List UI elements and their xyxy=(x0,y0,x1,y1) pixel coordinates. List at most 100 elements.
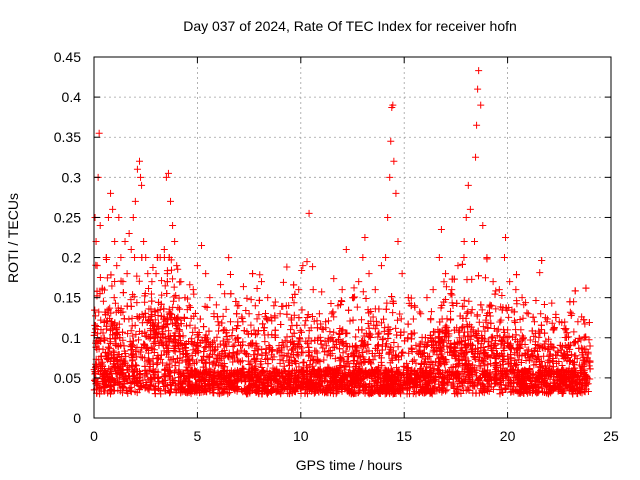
data-point xyxy=(551,384,559,392)
data-point xyxy=(141,298,149,306)
data-point xyxy=(332,385,340,393)
data-point xyxy=(114,386,122,394)
data-point xyxy=(382,340,390,348)
data-point xyxy=(442,356,450,364)
data-point xyxy=(128,354,136,362)
data-point xyxy=(105,365,113,373)
data-point xyxy=(201,359,209,367)
data-point xyxy=(245,368,253,376)
data-point xyxy=(438,327,446,335)
data-point xyxy=(270,368,278,376)
data-point xyxy=(367,333,375,341)
data-point xyxy=(491,354,499,362)
data-point xyxy=(465,297,473,305)
data-point xyxy=(477,301,485,309)
data-point xyxy=(133,299,141,307)
data-point xyxy=(238,357,246,365)
data-point xyxy=(108,325,116,333)
data-point xyxy=(278,384,286,392)
data-point xyxy=(103,322,111,330)
data-point xyxy=(231,374,239,382)
data-point xyxy=(233,367,241,375)
data-point xyxy=(510,308,518,316)
data-point xyxy=(417,350,425,358)
data-point xyxy=(216,390,224,398)
data-point xyxy=(519,314,527,322)
data-point xyxy=(161,282,169,290)
data-point xyxy=(478,331,486,339)
data-point xyxy=(460,254,468,262)
data-point xyxy=(343,342,351,350)
data-point xyxy=(435,362,443,370)
data-point xyxy=(247,330,255,338)
data-point xyxy=(422,367,430,375)
data-point xyxy=(230,341,238,349)
data-point xyxy=(264,316,272,324)
data-point xyxy=(579,356,587,364)
data-point xyxy=(97,326,105,334)
data-point xyxy=(259,320,267,328)
data-point xyxy=(233,335,241,343)
data-point xyxy=(345,368,353,376)
data-point xyxy=(372,381,380,389)
data-point xyxy=(321,372,329,380)
data-point xyxy=(239,364,247,372)
data-point xyxy=(447,290,455,298)
data-point xyxy=(461,361,469,369)
data-point xyxy=(302,384,310,392)
data-point xyxy=(163,290,171,298)
data-point xyxy=(481,371,489,379)
data-point xyxy=(124,330,132,338)
data-point xyxy=(520,301,528,309)
data-point xyxy=(518,352,526,360)
data-point xyxy=(158,324,166,332)
data-point xyxy=(262,349,270,357)
data-point xyxy=(350,389,358,397)
data-point xyxy=(101,382,109,390)
data-point xyxy=(473,311,481,319)
data-point xyxy=(470,353,478,361)
data-point xyxy=(318,325,326,333)
data-point xyxy=(475,376,483,384)
data-point xyxy=(344,386,352,394)
data-point xyxy=(558,362,566,370)
data-point xyxy=(529,370,537,378)
data-point xyxy=(260,324,268,332)
data-point xyxy=(150,334,158,342)
data-point xyxy=(146,318,154,326)
data-point xyxy=(128,314,136,322)
data-point xyxy=(493,361,501,369)
data-point xyxy=(111,278,119,286)
data-point xyxy=(421,334,429,342)
data-point xyxy=(106,366,114,374)
data-point xyxy=(384,327,392,335)
data-point xyxy=(409,315,417,323)
data-point xyxy=(438,379,446,387)
data-point xyxy=(527,353,535,361)
data-point xyxy=(113,356,121,364)
data-point xyxy=(116,356,124,364)
data-point xyxy=(498,292,506,300)
data-point xyxy=(245,360,253,368)
data-point xyxy=(378,319,386,327)
data-point xyxy=(111,335,119,343)
data-point xyxy=(325,347,333,355)
data-point xyxy=(568,350,576,358)
data-point xyxy=(246,381,254,389)
data-point xyxy=(305,334,313,342)
data-point xyxy=(440,278,448,286)
data-point xyxy=(516,371,524,379)
data-point xyxy=(237,346,245,354)
data-point xyxy=(565,357,573,365)
data-point xyxy=(490,342,498,350)
data-point xyxy=(210,347,218,355)
data-point xyxy=(268,386,276,394)
data-point xyxy=(548,319,556,327)
data-point xyxy=(408,330,416,338)
data-point xyxy=(374,330,382,338)
data-point xyxy=(317,340,325,348)
data-point xyxy=(388,292,396,300)
data-point xyxy=(232,297,240,305)
data-point xyxy=(167,356,175,364)
data-point xyxy=(213,333,221,341)
